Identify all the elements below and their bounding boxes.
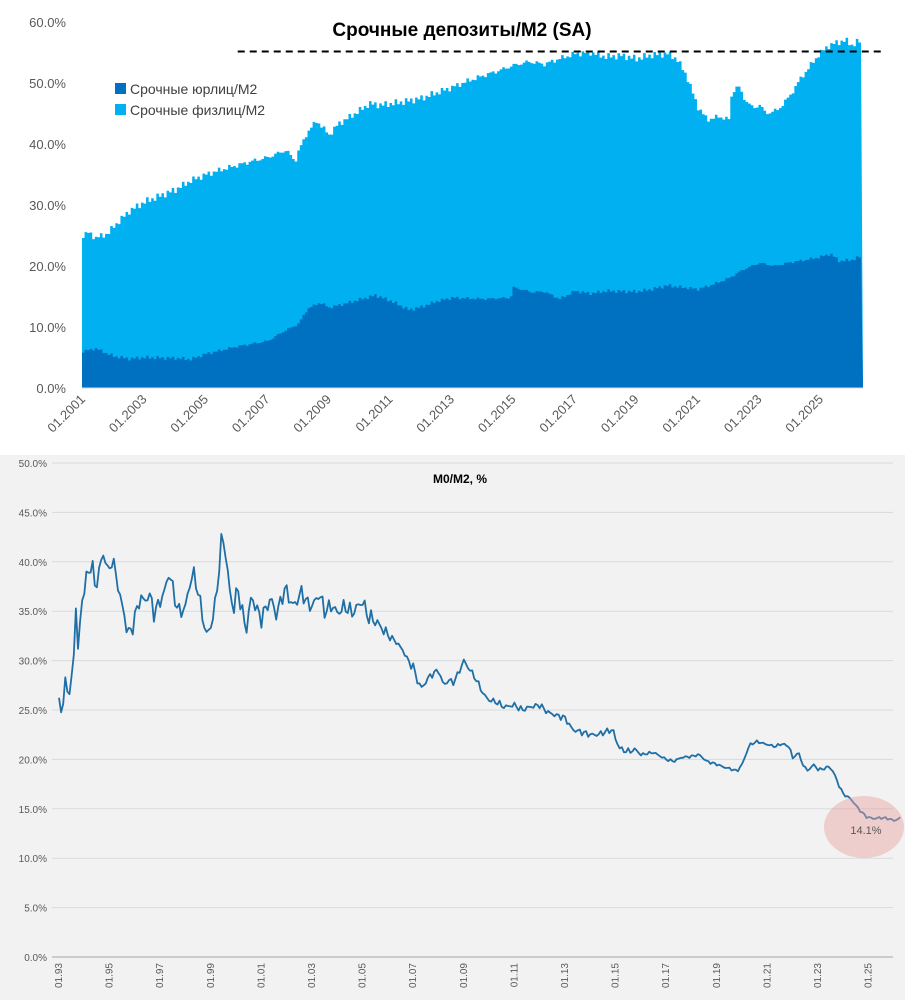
x-tick-label: 01.2021 — [659, 392, 703, 436]
x-tick-label: 01.05 — [358, 963, 369, 988]
x-tick-label: 01.2025 — [782, 392, 826, 436]
x-tick-label: 01.23 — [813, 963, 824, 988]
x-tick-label: 01.95 — [105, 963, 116, 988]
y-tick-label: 15.0% — [19, 805, 47, 816]
x-tick-label: 01.97 — [155, 963, 166, 988]
legend-swatch-individual — [115, 104, 126, 115]
y-tick-label: 60.0% — [29, 15, 66, 30]
m0-m2-svg: M0/M2, % 0.0% 5.0% 10.0% 15.0% 20.0% 25.0% 30.… — [19, 459, 904, 988]
x-tick-label: 01.2001 — [44, 392, 88, 436]
y-tick-label: 50.0% — [19, 459, 47, 470]
legend-label-individual: Срочные физлиц/М2 — [130, 102, 265, 118]
y-tick-label: 20.0% — [19, 755, 47, 766]
y-tick-label: 30.0% — [19, 657, 47, 668]
x-tick-label: 01.99 — [206, 963, 217, 988]
y-tick-label: 0.0% — [24, 953, 47, 964]
legend-swatch-juridical — [115, 83, 126, 94]
series-juridical-area — [82, 253, 863, 388]
y-tick-label: 10.0% — [19, 854, 47, 865]
chart-title: M0/M2, % — [433, 472, 487, 486]
x-tick-label: 01.2011 — [352, 392, 395, 435]
x-tick-label: 01.93 — [54, 963, 65, 988]
axes: 0.0% 5.0% 10.0% 15.0% 20.0% 25.0% 30.0% 35.0% 40… — [19, 459, 893, 988]
x-tick-label: 01.21 — [762, 963, 773, 988]
y-tick-label: 30.0% — [29, 198, 66, 213]
term-deposits-chart: Срочные депозиты/М2 (SA) 0.0% 10.0% 20.0% 3… — [0, 0, 905, 455]
y-tick-label: 25.0% — [19, 706, 47, 717]
x-tick-label: 01.2015 — [475, 392, 519, 436]
highlight-ellipse — [824, 796, 904, 858]
x-tick-label: 01.15 — [611, 963, 622, 988]
last-value-annotation: 14.1% — [850, 825, 881, 837]
y-tick-label: 45.0% — [19, 508, 47, 519]
x-tick-label: 01.2009 — [290, 392, 334, 436]
y-tick-label: 20.0% — [29, 259, 66, 274]
y-tick-label: 35.0% — [19, 607, 47, 618]
chart-title: Срочные депозиты/М2 (SA) — [332, 20, 591, 41]
x-tick-label: 01.09 — [459, 963, 470, 988]
x-tick-label: 01.19 — [712, 963, 723, 988]
x-tick-label: 01.2007 — [229, 392, 273, 436]
x-tick-label: 01.25 — [864, 963, 875, 988]
x-tick-label: 01.03 — [307, 963, 318, 988]
x-tick-label: 01.2005 — [167, 392, 211, 436]
y-tick-label: 40.0% — [19, 558, 47, 569]
y-tick-label: 50.0% — [29, 76, 66, 91]
term-deposits-svg: Срочные депозиты/М2 (SA) 0.0% 10.0% 20.0% 3… — [29, 15, 882, 436]
plot-area — [58, 533, 901, 822]
x-tick-label: 01.2003 — [106, 392, 150, 436]
legend: Срочные юрлиц/М2 Срочные физлиц/М2 — [115, 81, 265, 118]
y-tick-label: 10.0% — [29, 320, 66, 335]
y-tick-label: 5.0% — [24, 904, 47, 915]
m0-m2-chart: M0/M2, % 0.0% 5.0% 10.0% 15.0% 20.0% 25.0% 30.… — [0, 455, 905, 1000]
legend-label-juridical: Срочные юрлиц/М2 — [130, 81, 258, 97]
x-tick-label: 01.17 — [661, 963, 672, 988]
gridlines — [52, 462, 893, 909]
x-tick-label: 01.2023 — [721, 392, 765, 436]
x-tick-label: 01.2019 — [598, 392, 642, 436]
y-tick-label: 40.0% — [29, 137, 66, 152]
x-tick-label: 01.01 — [256, 963, 267, 988]
x-tick-label: 01.2017 — [536, 392, 580, 436]
y-tick-label: 0.0% — [36, 381, 66, 396]
plot-area — [82, 37, 882, 389]
x-tick-label: 01.07 — [408, 963, 419, 988]
x-tick-label: 01.13 — [560, 963, 571, 988]
x-tick-label: 01.2013 — [413, 392, 457, 436]
x-tick-label: 01.11 — [509, 963, 520, 988]
series-m0-m2-line — [58, 533, 901, 822]
